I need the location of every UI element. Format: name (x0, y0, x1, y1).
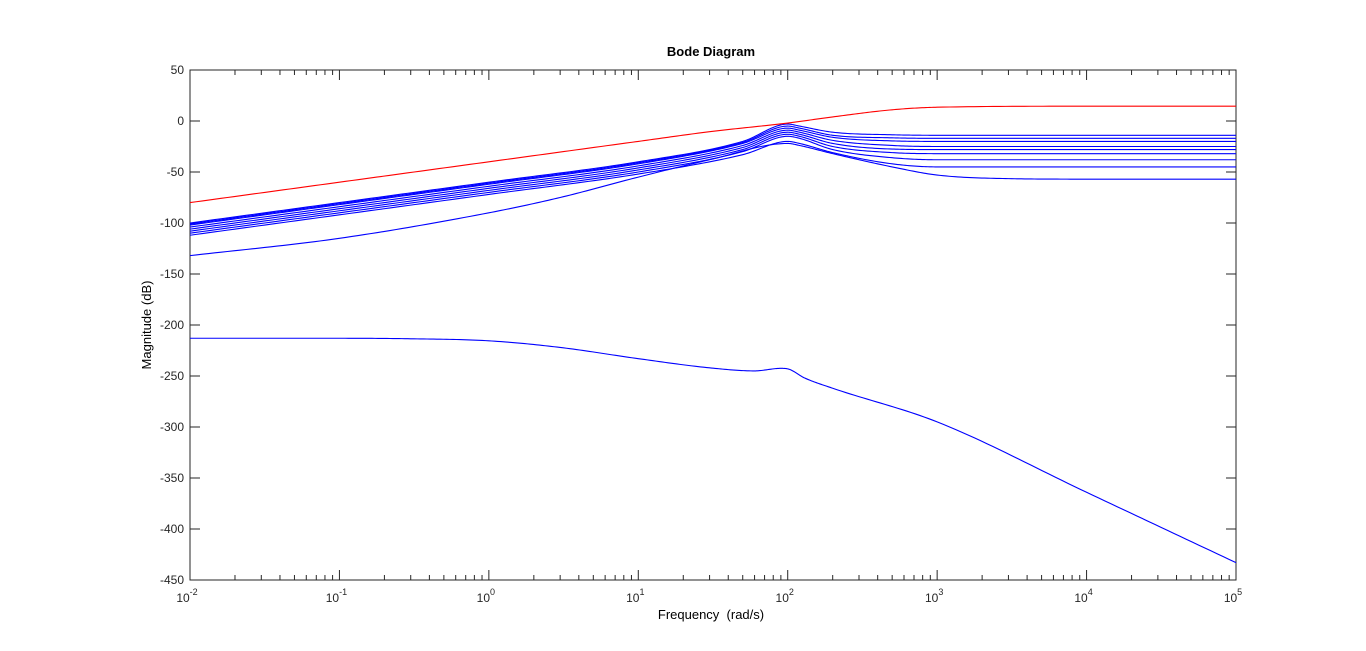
y-tick-label: -100 (160, 216, 184, 230)
x-tick-exponent: 4 (1088, 587, 1093, 597)
minor-ticks (234, 70, 1230, 580)
x-tick-base: 10 (477, 591, 491, 605)
series-line-3 (189, 125, 1236, 225)
y-tick-label: 0 (177, 114, 184, 128)
x-tick-exponent: -2 (190, 587, 198, 597)
x-tick-label: 10-2 (176, 587, 197, 605)
x-tick-label: 100 (477, 587, 495, 605)
series-line-2 (189, 123, 1236, 224)
series-line-10 (189, 142, 1236, 257)
series-line-1 (189, 105, 1236, 204)
series-line-11 (190, 337, 1237, 564)
y-tick-label: -150 (160, 267, 184, 281)
x-tick-label: 10-1 (326, 587, 347, 605)
y-tick-label: -400 (160, 522, 184, 536)
y-tick-label: 50 (171, 63, 185, 77)
x-tick-label: 102 (776, 587, 794, 605)
series-line-5 (189, 129, 1236, 228)
x-tick-exponent: -1 (339, 587, 347, 597)
y-ticks: 50 0 -50 -100 -150 -200 -250 -300 -350 -400 -450 (160, 63, 1236, 587)
x-tick-exponent: 3 (938, 587, 943, 597)
x-tick-label: 103 (925, 587, 943, 605)
x-tick-exponent: 1 (639, 587, 644, 597)
x-tick-label: 101 (626, 587, 644, 605)
series-layer (189, 105, 1237, 564)
x-tick-exponent: 5 (1237, 587, 1242, 597)
series-line-6 (189, 131, 1236, 230)
y-tick-label: -50 (167, 165, 185, 179)
y-tick-label: -450 (160, 573, 184, 587)
x-tick-base: 10 (626, 591, 640, 605)
x-tick-label: 105 (1224, 587, 1242, 605)
x-tick-exponent: 0 (490, 587, 495, 597)
x-tick-base: 10 (176, 591, 190, 605)
series-line-7 (189, 133, 1236, 232)
x-tick-base: 10 (1224, 591, 1238, 605)
y-tick-label: -250 (160, 369, 184, 383)
series-line-9 (189, 140, 1236, 236)
x-ticks: 10-2 10-1 100 101 102 103 104 105 (176, 70, 1242, 605)
x-tick-exponent: 2 (789, 587, 794, 597)
x-tick-base: 10 (776, 591, 790, 605)
x-tick-base: 10 (1074, 591, 1088, 605)
x-tick-base: 10 (925, 591, 939, 605)
x-tick-base: 10 (326, 591, 340, 605)
x-axis-label: Frequency (rad/s) (658, 607, 764, 622)
y-tick-label: -350 (160, 471, 184, 485)
x-tick-label: 104 (1074, 587, 1092, 605)
y-tick-label: -300 (160, 420, 184, 434)
chart-title: Bode Diagram (667, 44, 755, 59)
series-line-8 (189, 135, 1236, 234)
y-tick-label: -200 (160, 318, 184, 332)
y-axis-label: Magnitude (dB) (139, 281, 154, 370)
series-line-4 (189, 127, 1236, 226)
